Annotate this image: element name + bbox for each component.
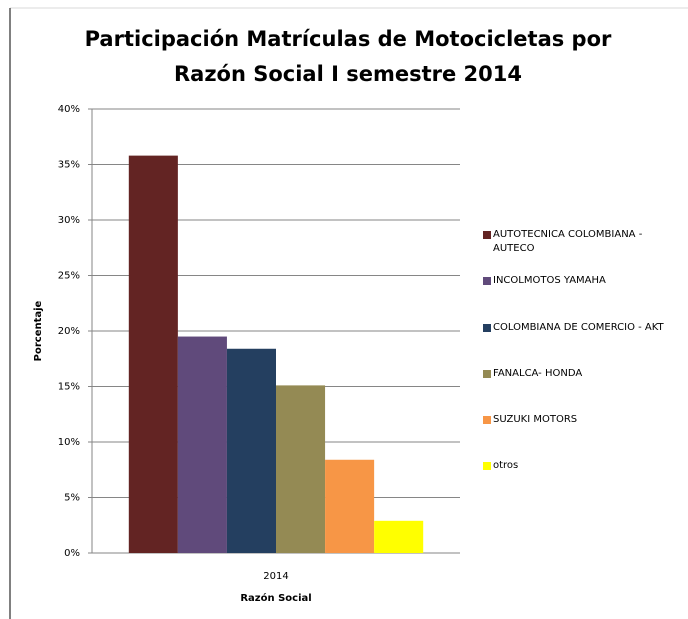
legend-swatch — [483, 462, 491, 470]
y-axis-label: Porcentaje — [33, 300, 44, 361]
legend-swatch — [483, 277, 491, 285]
y-tick-label: 0% — [64, 548, 80, 559]
x-tick-label: 2014 — [263, 571, 288, 582]
y-tick-label: 35% — [58, 160, 80, 171]
legend-label: FANALCA- HONDA — [493, 368, 583, 379]
y-tick-label: 40% — [58, 104, 80, 115]
bar — [128, 155, 178, 553]
chart-title: Participación Matrículas de Motocicletas… — [84, 27, 612, 86]
bar — [276, 385, 326, 553]
bar — [325, 459, 375, 553]
bar — [177, 336, 227, 553]
y-tick-label: 5% — [64, 493, 80, 504]
y-tick-label: 20% — [58, 326, 80, 337]
bar — [374, 520, 424, 553]
legend-swatch — [483, 370, 491, 378]
bar — [226, 348, 276, 553]
y-tick-label: 15% — [58, 382, 80, 393]
legend-swatch — [483, 324, 491, 332]
legend-label: SUZUKI MOTORS — [493, 414, 578, 425]
y-tick-label: 25% — [58, 271, 80, 282]
y-tick-label: 30% — [58, 215, 80, 226]
x-axis-label: Razón Social — [240, 592, 311, 604]
legend-label: COLOMBIANA DE COMERCIO - AKT — [493, 322, 664, 333]
legend-label: otros — [493, 460, 519, 471]
legend-label: AUTOTECNICA COLOMBIANA - AUTECO — [493, 229, 643, 254]
legend-swatch — [483, 231, 491, 239]
legend-label: INCOLMOTOS YAMAHA — [493, 275, 606, 286]
y-tick-label: 10% — [58, 437, 80, 448]
legend-swatch — [483, 416, 491, 424]
